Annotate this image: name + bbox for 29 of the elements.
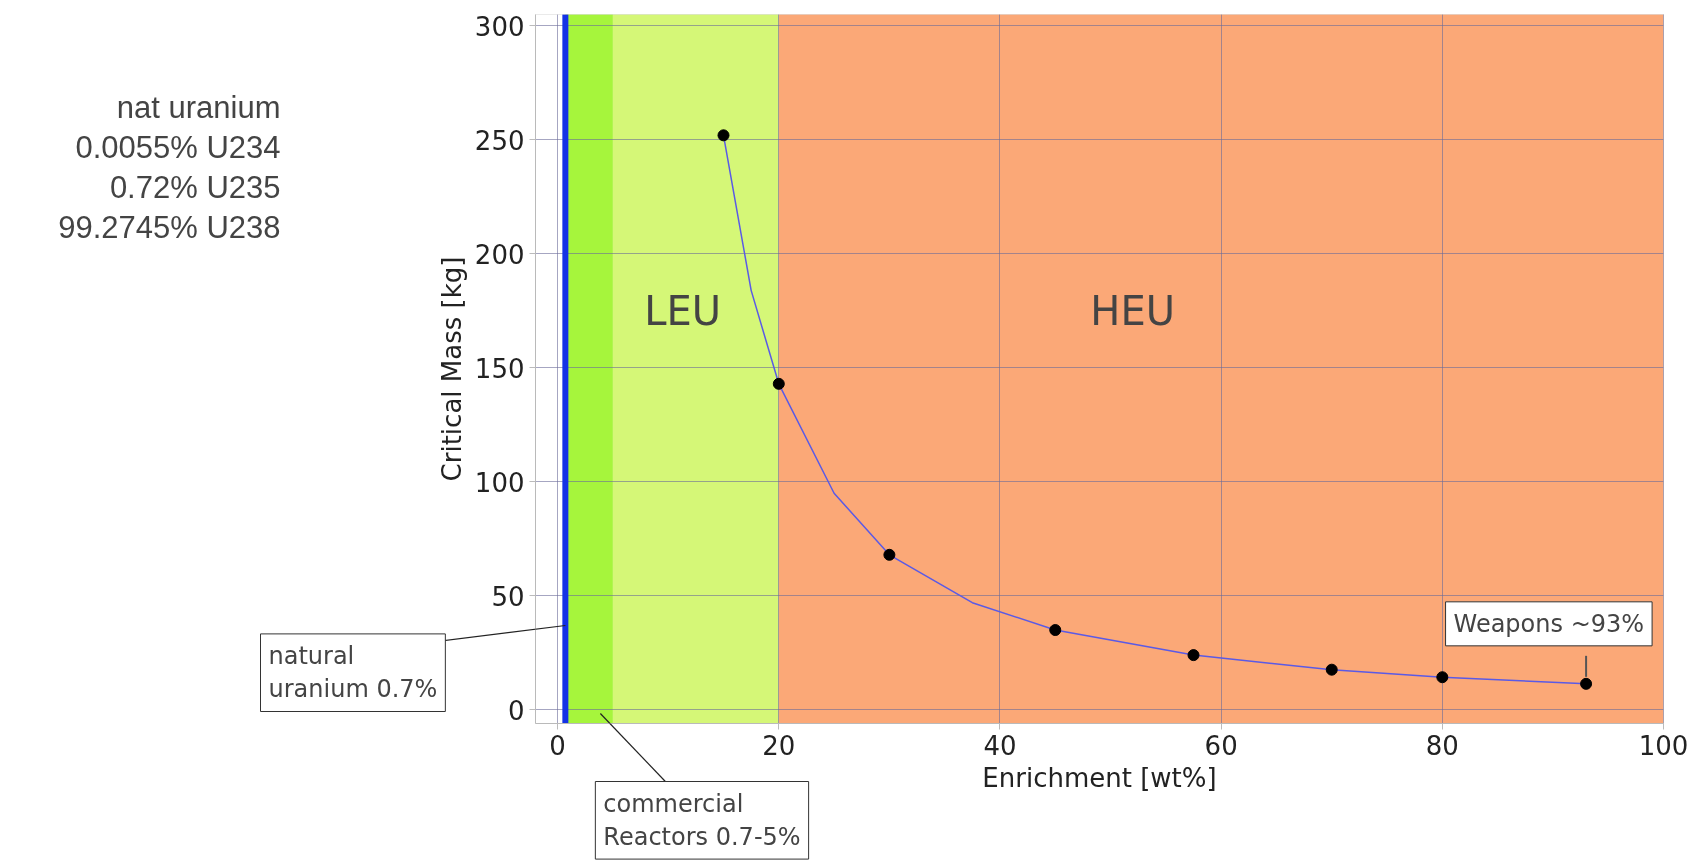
x-tick-label: 100	[1638, 730, 1689, 761]
annotation: HEU	[1090, 287, 1175, 334]
text: nat uranium 0.0055% U234 0.72% U235 99.2745% U238	[58, 89, 281, 246]
x-tick-label: 40	[983, 730, 1017, 761]
x-axis-title: Enrichment [wt%]	[982, 762, 1217, 793]
x-tick-label: 60	[1204, 730, 1238, 761]
y-tick-label: 50	[491, 581, 525, 612]
y-tick-label: 0	[507, 695, 525, 726]
x-tick-label: 0	[549, 730, 566, 761]
point	[717, 129, 730, 142]
y-tick-label: 250	[474, 125, 525, 156]
ref-line-label: natural uranium 0.7%	[268, 641, 438, 704]
point	[1049, 624, 1062, 637]
x-tick-label: 20	[762, 730, 796, 761]
point	[1580, 677, 1593, 690]
y-tick-label: 100	[474, 467, 525, 498]
annotation: LEU	[644, 287, 722, 334]
x-tick-label: 80	[1425, 730, 1459, 761]
annotation: Weapons ~93%	[1453, 609, 1645, 638]
point	[1187, 649, 1200, 662]
point	[1436, 671, 1449, 684]
point	[1325, 663, 1338, 676]
point	[772, 377, 785, 390]
y-tick-label: 150	[474, 353, 525, 384]
y-tick-label: 300	[474, 11, 525, 42]
band-label: commercial Reactors 0.7-5%	[603, 789, 801, 852]
y-axis-title: Critical Mass [kg]	[436, 256, 467, 482]
point	[883, 548, 896, 561]
y-tick-label: 200	[474, 239, 525, 270]
